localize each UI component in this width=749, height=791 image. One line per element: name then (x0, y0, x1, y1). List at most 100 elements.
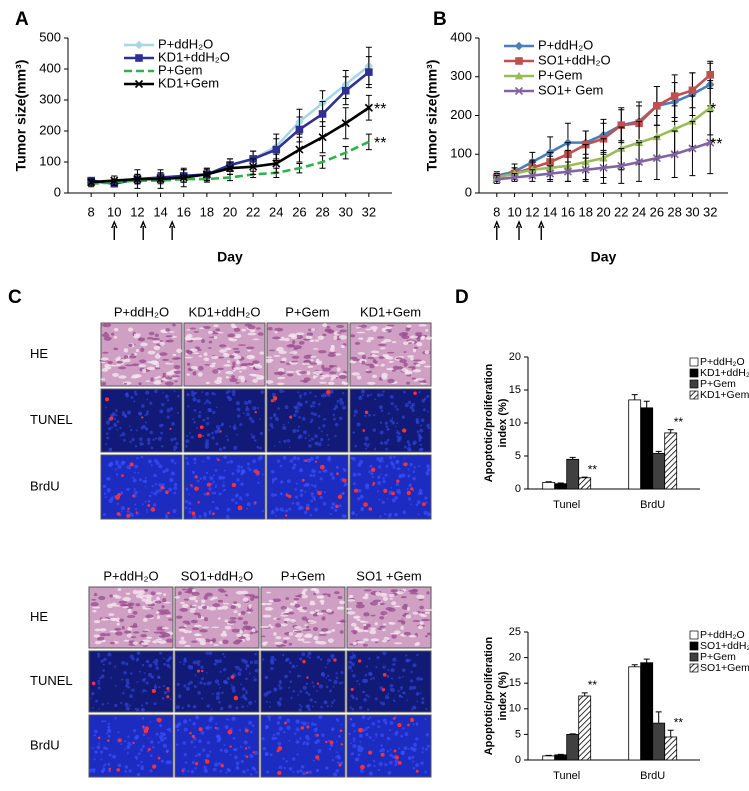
tissue-texture (309, 339, 315, 343)
tissue-texture (212, 596, 218, 600)
nucleus (134, 464, 139, 469)
nucleus (244, 754, 246, 757)
nucleus (326, 705, 329, 708)
tissue-texture (369, 364, 375, 369)
tissue-texture (236, 360, 241, 365)
tissue-texture (272, 598, 282, 603)
tissue-texture (114, 627, 122, 631)
tissue-texture (127, 608, 132, 614)
stained-cell (319, 464, 325, 470)
tissue-texture (146, 636, 153, 640)
nucleus (150, 446, 154, 450)
nucleus (259, 431, 264, 436)
nucleus (219, 770, 222, 773)
nucleus (319, 495, 323, 500)
tissue-texture (146, 366, 156, 371)
panel-label: A (15, 9, 29, 30)
stained-cell (150, 507, 156, 512)
nucleus (366, 445, 369, 448)
tissue-texture (202, 326, 211, 329)
tissue-texture (318, 612, 324, 615)
marker (510, 173, 519, 182)
nucleus (134, 755, 138, 759)
nucleus (372, 428, 376, 432)
nucleus (150, 491, 154, 494)
nucleus (334, 756, 337, 759)
stained-cell (97, 736, 101, 740)
tissue-texture (406, 606, 410, 611)
stained-cell (338, 763, 342, 767)
nucleus (334, 508, 338, 512)
nucleus (359, 459, 364, 464)
tissue-texture (137, 337, 146, 342)
nucleus (148, 663, 153, 668)
micrograph (346, 714, 432, 778)
bar (578, 695, 592, 761)
nucleus (278, 684, 281, 687)
nucleus (350, 752, 354, 756)
nucleus (185, 487, 189, 491)
nucleus (407, 443, 411, 447)
tissue-texture (405, 614, 412, 619)
nucleus (165, 468, 169, 472)
tissue-texture (156, 615, 161, 620)
stained-cell (277, 770, 282, 776)
nucleus (314, 395, 317, 398)
tissue-texture (178, 640, 187, 645)
nucleus (377, 475, 381, 479)
nucleus (277, 741, 282, 746)
nucleus (410, 746, 415, 751)
nucleus (115, 414, 118, 417)
tissue-texture (288, 344, 295, 347)
nucleus (354, 444, 358, 448)
tissue-texture (401, 335, 410, 340)
nucleus (402, 691, 406, 695)
nucleus (295, 482, 299, 485)
nucleus (140, 766, 145, 771)
nucleus (159, 423, 163, 428)
nucleus (138, 412, 142, 416)
nucleus (182, 663, 185, 666)
nucleus (290, 696, 293, 700)
nucleus (309, 473, 313, 477)
stained-cell (244, 728, 249, 733)
tissue-texture (153, 345, 161, 351)
nucleus (116, 502, 119, 505)
legend-swatch (689, 641, 699, 651)
tissue-texture (386, 351, 395, 354)
tissue-texture (199, 641, 207, 646)
tissue-texture (178, 628, 186, 632)
y-tick-label: 0 (54, 184, 61, 199)
tissue-texture (158, 640, 167, 644)
nucleus (205, 726, 209, 730)
nucleus (193, 461, 197, 465)
nucleus (389, 748, 392, 751)
tissue-texture (375, 591, 381, 596)
nucleus (219, 706, 224, 711)
nucleus (314, 507, 319, 512)
nucleus (299, 488, 304, 493)
nucleus (427, 410, 429, 413)
nucleus (387, 412, 391, 415)
nucleus (351, 511, 355, 516)
nucleus (270, 666, 274, 671)
nucleus (305, 682, 309, 686)
stained-cell (381, 688, 386, 692)
tissue-texture (233, 601, 238, 604)
nucleus (214, 486, 217, 489)
nucleus (397, 690, 400, 693)
tissue-texture (113, 347, 119, 351)
nucleus (124, 770, 128, 773)
tissue-texture (273, 632, 277, 636)
nucleus (264, 675, 269, 680)
nucleus (314, 441, 319, 446)
tissue-texture (370, 350, 380, 354)
tissue-texture (215, 328, 221, 332)
nucleus (391, 755, 396, 759)
tissue-texture (367, 336, 375, 341)
tissue-texture (263, 641, 269, 644)
tissue-texture (379, 625, 386, 628)
nucleus (392, 466, 396, 469)
stained-cell (325, 740, 328, 744)
nucleus (223, 667, 227, 672)
